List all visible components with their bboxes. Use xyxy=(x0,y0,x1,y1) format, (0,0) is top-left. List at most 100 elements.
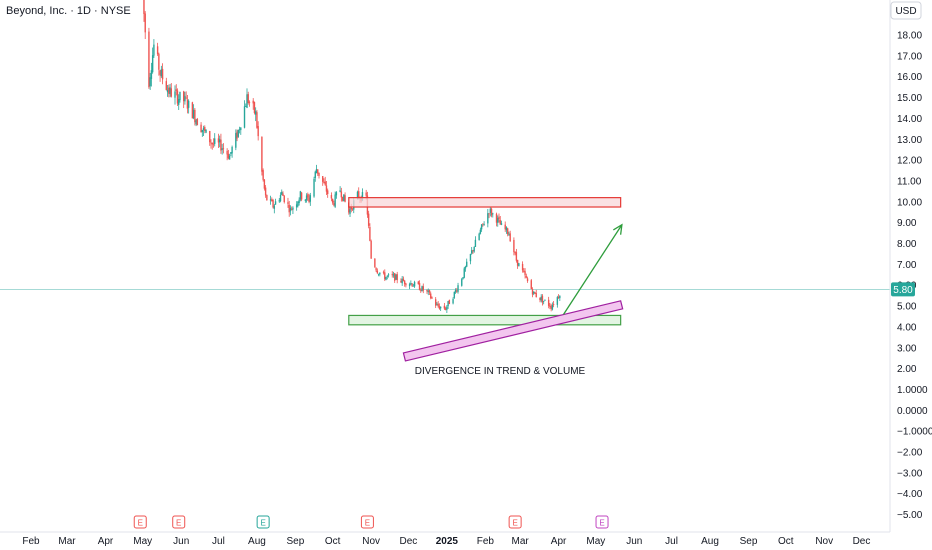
candle xyxy=(420,288,422,293)
earnings-marker-label: E xyxy=(512,519,517,528)
candle-body xyxy=(438,306,441,309)
candle-body xyxy=(403,280,406,284)
annotation-divergence-label: DIVERGENCE IN TREND & VOLUME xyxy=(415,366,586,377)
candle xyxy=(421,285,423,292)
candle xyxy=(412,283,415,287)
candle xyxy=(231,145,233,158)
candle-body xyxy=(461,279,463,286)
candle xyxy=(384,269,386,282)
candle xyxy=(299,190,302,202)
candle-body xyxy=(212,143,215,145)
support-zone-rect[interactable] xyxy=(348,314,622,326)
candle xyxy=(523,268,525,273)
candle xyxy=(351,208,354,212)
candle xyxy=(382,270,385,275)
candle-body xyxy=(314,171,316,178)
candle-body xyxy=(470,250,473,254)
candle-body xyxy=(412,285,415,287)
candle-body xyxy=(271,199,273,202)
candle xyxy=(169,84,171,98)
resistance-zone-rect[interactable] xyxy=(348,197,622,208)
candle xyxy=(153,39,155,58)
earnings-marker[interactable]: E xyxy=(360,515,374,529)
candle xyxy=(410,280,412,286)
candle-body xyxy=(413,281,416,287)
price-axis[interactable]: USD 18.00 17.00 16.00 15.00 14.00 13.00 12.00 11… xyxy=(889,0,932,532)
candle xyxy=(495,212,498,227)
candle xyxy=(325,180,328,196)
candlestick-series xyxy=(143,0,561,314)
candle xyxy=(148,27,150,89)
earnings-marker[interactable]: E xyxy=(595,515,609,529)
candle-body xyxy=(556,297,559,305)
candle xyxy=(343,194,345,202)
candle-body xyxy=(518,263,520,267)
x-tick-label: Dec xyxy=(399,536,417,547)
candle-body xyxy=(313,178,315,197)
candle xyxy=(287,197,289,208)
candle-body xyxy=(214,138,216,144)
candle xyxy=(386,275,388,280)
currency-label[interactable]: USD xyxy=(895,6,916,17)
candle xyxy=(452,297,454,305)
candle xyxy=(499,215,501,225)
candle-body xyxy=(287,202,289,204)
candle xyxy=(456,287,458,293)
candle-body xyxy=(334,194,336,207)
earnings-marker[interactable]: E xyxy=(256,515,270,529)
candle xyxy=(518,262,520,267)
candle-body xyxy=(246,94,248,108)
candle-body xyxy=(462,277,464,279)
candle xyxy=(408,282,411,290)
x-tick-label: Jul xyxy=(665,536,678,547)
candle-body xyxy=(542,300,545,302)
candle-body xyxy=(315,168,318,174)
earnings-marker[interactable]: E xyxy=(133,515,147,529)
trend-channel-band[interactable] xyxy=(402,300,624,362)
candle-body xyxy=(292,207,294,210)
candle xyxy=(426,289,428,294)
candle-body xyxy=(490,208,493,216)
earnings-marker[interactable]: E xyxy=(172,515,186,529)
candle-body xyxy=(521,263,524,271)
candle xyxy=(221,143,223,155)
candle xyxy=(446,305,448,314)
y-tick-label: 4.00 xyxy=(897,322,917,333)
candle xyxy=(144,11,146,40)
candle-body xyxy=(228,155,231,160)
candle-body xyxy=(256,112,258,128)
candle-body xyxy=(245,106,247,107)
y-tick-label: 2.00 xyxy=(897,364,917,375)
time-axis[interactable]: Feb Mar Apr May Jun Jul Aug Sep Oct Nov Dec 2025 Feb… xyxy=(0,531,890,547)
candle-body xyxy=(500,223,503,225)
candle xyxy=(218,135,221,148)
candle xyxy=(175,84,177,96)
candle xyxy=(430,291,432,300)
candle xyxy=(508,231,510,236)
candle-body xyxy=(174,91,176,98)
candle-body xyxy=(483,224,485,226)
chart-title[interactable]: Beyond, Inc. · 1D · NYSE xyxy=(6,5,131,17)
candle xyxy=(149,72,151,90)
projection-arrow-line[interactable] xyxy=(563,224,623,315)
candle-body xyxy=(499,220,501,225)
candle-body xyxy=(304,199,307,201)
candle-body xyxy=(446,306,448,310)
candle-body xyxy=(252,100,254,104)
currency-box[interactable] xyxy=(890,1,922,20)
candle-body xyxy=(227,153,230,159)
candle-body xyxy=(187,100,190,108)
candle xyxy=(288,200,290,217)
candle-body xyxy=(356,191,359,199)
earnings-marker[interactable]: E xyxy=(508,515,522,529)
candle-body xyxy=(186,99,189,109)
candle-body xyxy=(411,283,413,287)
candle-body xyxy=(305,195,308,201)
candle xyxy=(263,179,266,191)
x-tick-label: 2025 xyxy=(436,536,459,547)
x-tick-label: Nov xyxy=(815,536,833,547)
candle xyxy=(349,206,351,217)
candle-body xyxy=(376,270,379,274)
candle-body xyxy=(156,46,159,55)
